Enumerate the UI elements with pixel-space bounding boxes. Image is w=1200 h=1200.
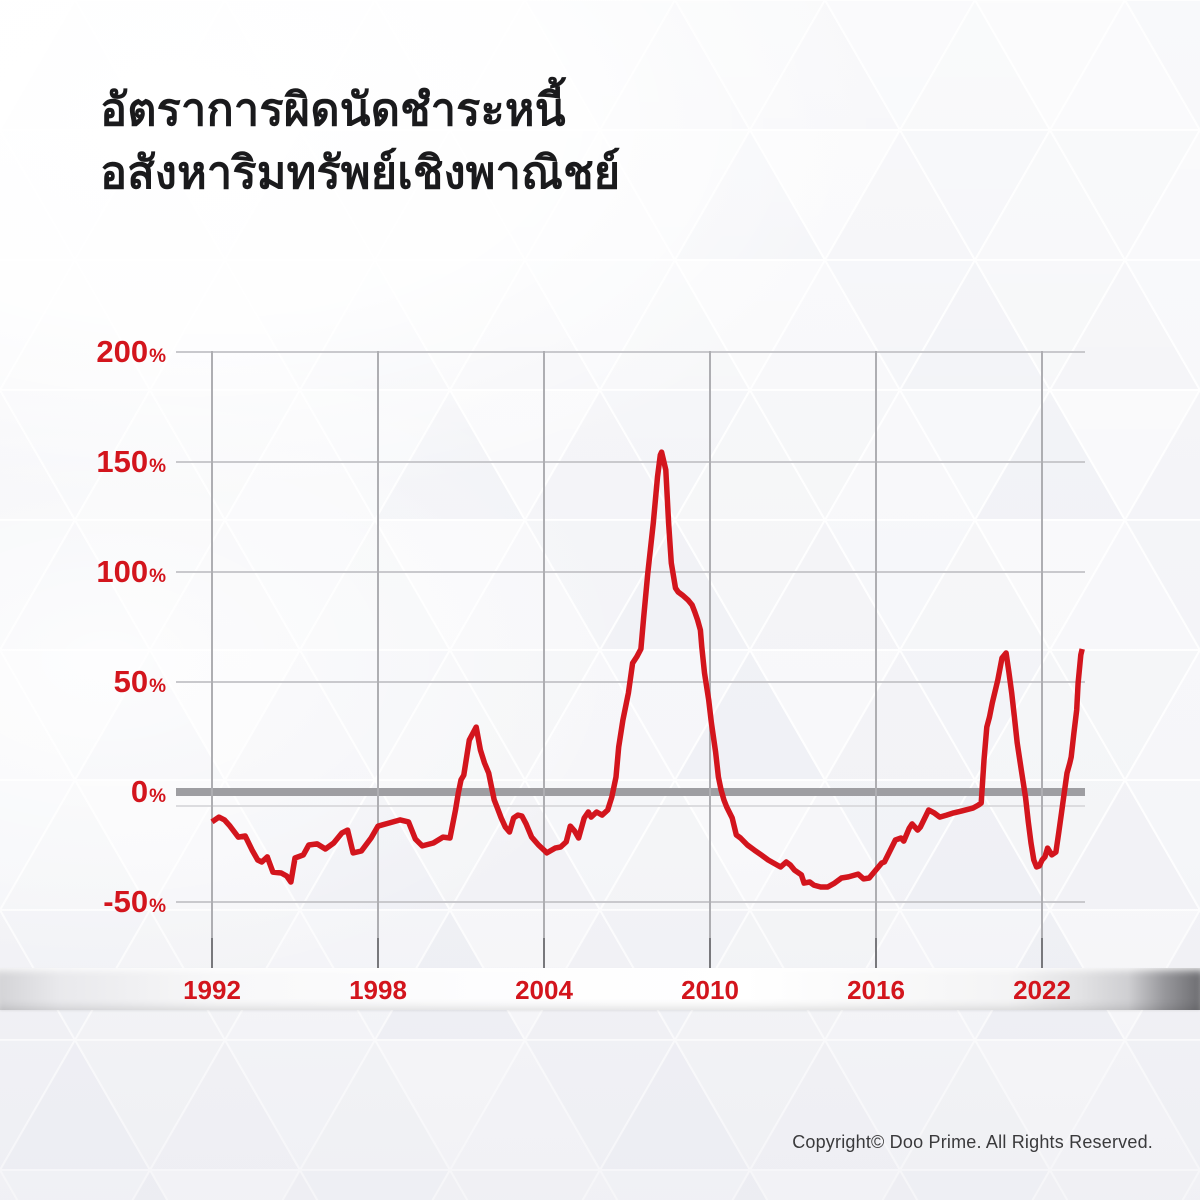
tick-2016 [875,938,877,968]
gridline-y-50 [176,681,1085,683]
percent-sign: % [149,456,166,477]
y-axis-label-150: 150% [96,444,166,479]
y-axis-label-100: 100% [96,554,166,589]
zero-axis-line [176,788,1085,796]
title-line-1: อัตราการผิดนัดชำระหนี้ [100,84,566,135]
x-axis-bar [0,968,1200,1010]
y-axis-label-neg50: -50% [103,884,166,919]
gridline-x-2010 [709,351,711,968]
y-axis-label-50: 50% [113,664,166,699]
gridline-y-200 [176,351,1085,353]
tick-2022 [1041,938,1043,968]
tick-1992 [211,938,213,968]
gridline-x-2022 [1041,351,1043,968]
chart-title: อัตราการผิดนัดชำระหนี้อสังหาริมทรัพย์เชิ… [100,78,620,204]
x-axis-label-1998: 1998 [349,975,407,1005]
zero-axis-shadow-line [176,805,1085,807]
y-axis-label-0: 0% [130,774,166,809]
gridline-y-neg50 [176,901,1085,903]
gridline-y-150 [176,461,1085,463]
percent-sign: % [149,566,166,587]
percent-sign: % [149,896,166,917]
gridline-x-2004 [543,351,545,968]
gridline-x-1998 [377,351,379,968]
percent-sign: % [149,676,166,697]
x-axis-label-2016: 2016 [847,975,905,1005]
x-axis-label-1992: 1992 [183,975,241,1005]
percent-sign: % [149,346,166,367]
gridline-x-1992 [211,351,213,968]
percent-sign: % [149,786,166,807]
copyright-text: Copyright© Doo Prime. All Rights Reserve… [792,1132,1153,1152]
title-line-2: อสังหาริมทรัพย์เชิงพาณิชย์ [100,147,621,198]
tick-2010 [709,938,711,968]
y-axis-label-200: 200% [96,334,166,369]
x-axis-label-2022: 2022 [1013,975,1071,1005]
x-axis-label-2004: 2004 [515,975,573,1005]
gridline-y-100 [176,571,1085,573]
tick-2004 [543,938,545,968]
gridline-x-2016 [875,351,877,968]
x-axis-label-2010: 2010 [681,975,739,1005]
tick-1998 [377,938,379,968]
